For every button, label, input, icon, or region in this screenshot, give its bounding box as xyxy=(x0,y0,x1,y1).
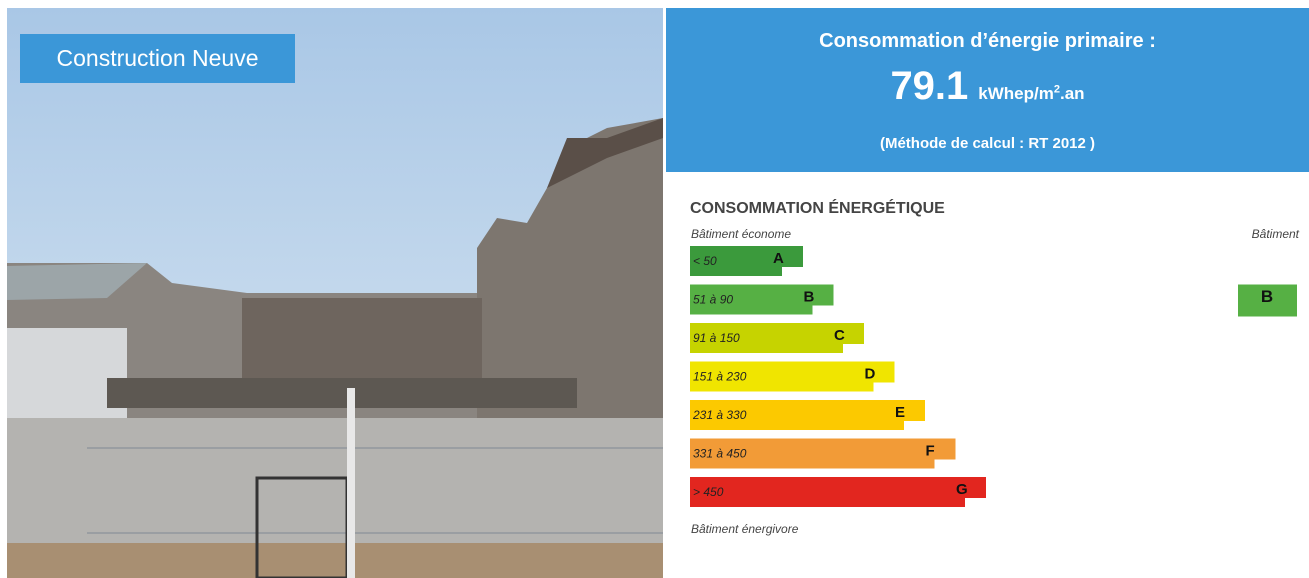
class-range: 331 à 450 xyxy=(693,447,747,461)
class-letter: D xyxy=(865,365,876,382)
class-range: 231 à 330 xyxy=(692,408,747,422)
class-range: 91 à 150 xyxy=(693,331,740,345)
class-letter: B xyxy=(804,288,815,305)
class-letter: G xyxy=(956,481,968,498)
page: Construction Neuve Consommation d’énergi… xyxy=(0,0,1309,578)
class-range: 151 à 230 xyxy=(693,370,747,384)
class-letter: A xyxy=(773,250,784,267)
class-range: < 50 xyxy=(693,254,717,268)
class-letter: E xyxy=(895,404,905,421)
class-bar xyxy=(690,477,986,507)
energy-scale: < 50 A 51 à 90 B B 91 à 150 C 151 à 230 D 231 à 3… xyxy=(0,0,1309,578)
class-letter: C xyxy=(834,327,845,344)
current-letter: B xyxy=(1261,287,1273,306)
class-letter: F xyxy=(926,442,935,459)
class-range: > 450 xyxy=(693,485,724,499)
class-range: 51 à 90 xyxy=(693,293,733,307)
